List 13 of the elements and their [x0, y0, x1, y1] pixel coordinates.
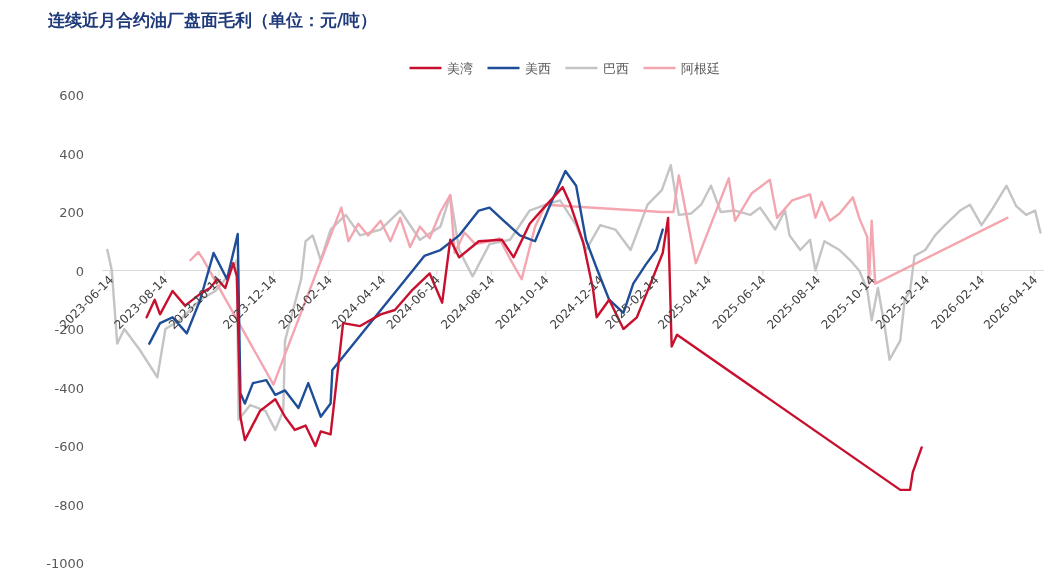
y-tick-label: -800 — [54, 497, 84, 513]
y-tick-label: 0 — [75, 263, 84, 279]
y-tick-label: 400 — [59, 146, 84, 162]
legend-label: 巴西 — [602, 61, 629, 76]
legend-label: 美湾 — [446, 61, 473, 76]
legend-label: 阿根廷 — [680, 61, 720, 76]
y-tick-label: 200 — [59, 205, 84, 220]
y-tick-label: -400 — [54, 380, 84, 396]
legend-label: 美西 — [524, 61, 551, 76]
y-tick-label: 600 — [59, 88, 84, 103]
chart-title: 连续近月合约油厂盘面毛利（单位：元/吨） — [47, 10, 378, 30]
y-tick-label: -1000 — [46, 556, 84, 571]
y-tick-label: -600 — [54, 439, 84, 454]
